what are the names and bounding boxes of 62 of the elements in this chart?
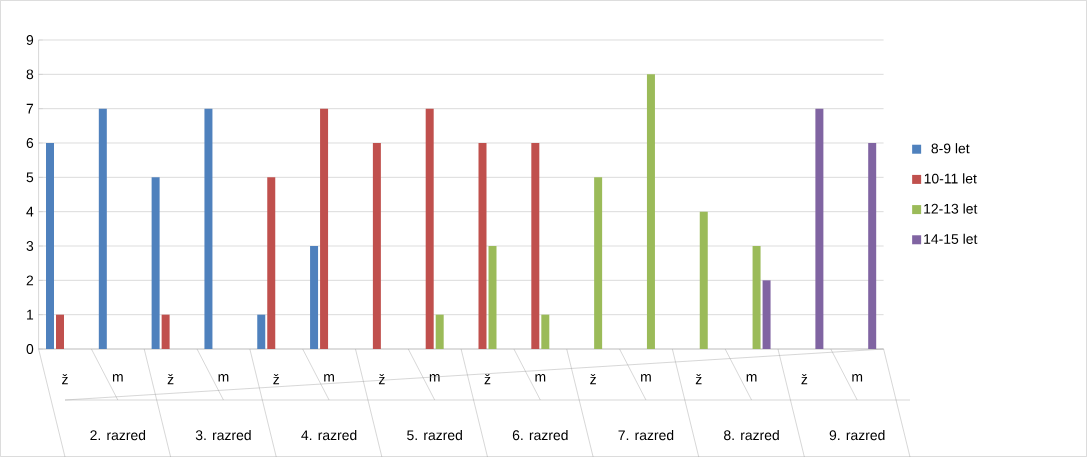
bar xyxy=(151,177,160,349)
bar xyxy=(435,314,444,349)
bar xyxy=(372,143,381,349)
legend-label: 8-9 let xyxy=(931,143,970,154)
x-tick-label: m xyxy=(852,374,863,382)
x-tick-label: ž xyxy=(695,374,702,385)
text: 6. razred xyxy=(512,429,568,441)
bar xyxy=(868,143,877,349)
y-tick-label: 7 xyxy=(26,103,34,114)
text: 3. razred xyxy=(195,429,251,441)
x-tick-label: ž xyxy=(167,374,174,385)
text: 7. razred xyxy=(618,429,674,441)
text: 8. razred xyxy=(724,429,779,441)
bar xyxy=(267,177,276,349)
x-tick-label: m xyxy=(641,374,651,382)
bar xyxy=(699,211,708,349)
x-tick-label: m xyxy=(112,374,123,382)
x-tick-label: ž xyxy=(801,374,808,385)
bar xyxy=(310,246,319,349)
bar xyxy=(320,108,329,349)
bar xyxy=(204,108,213,349)
x-tick-label: m xyxy=(218,374,229,382)
x-tick-label: ž xyxy=(62,374,68,385)
bar xyxy=(425,108,434,349)
y-tick-label: 2 xyxy=(26,275,34,286)
bar xyxy=(815,108,824,349)
text: 5. razred xyxy=(407,429,462,441)
bar xyxy=(752,246,761,349)
x-tick-label: m xyxy=(746,374,757,382)
bar xyxy=(46,143,54,349)
bar xyxy=(56,314,64,349)
y-tick-label: 4 xyxy=(26,206,34,217)
bar xyxy=(646,74,655,349)
bar xyxy=(541,314,550,349)
text: 9. razred xyxy=(829,429,885,441)
y-tick-label: 1 xyxy=(27,309,34,320)
text: 2. razred xyxy=(90,429,146,441)
legend-label: 12-13 let xyxy=(924,203,978,214)
y-tick-label: 9 xyxy=(26,35,34,45)
y-tick-label: 3 xyxy=(26,241,34,251)
y-tick-label: 8 xyxy=(26,69,34,80)
bar xyxy=(594,177,603,349)
bar xyxy=(478,143,487,349)
bar xyxy=(531,143,540,349)
legend-label: 14-15 let xyxy=(924,233,978,244)
legend-label: 10-11 let xyxy=(924,173,977,184)
x-tick-label: ž xyxy=(590,374,596,385)
bar xyxy=(762,280,771,349)
bar xyxy=(488,246,497,349)
x-tick-label: ž xyxy=(484,374,491,385)
bar xyxy=(161,314,170,349)
x-tick-label: m xyxy=(429,374,440,382)
y-tick-label: 6 xyxy=(26,138,34,148)
y-tick-label: 0 xyxy=(26,344,34,354)
bar xyxy=(257,314,266,349)
x-tick-label: ž xyxy=(273,374,280,385)
x-tick-label: m xyxy=(324,374,334,382)
x-tick-label: m xyxy=(535,374,546,382)
text: 4. razred xyxy=(301,429,357,441)
bar xyxy=(98,108,107,349)
y-tick-label: 5 xyxy=(26,172,34,183)
x-tick-label: ž xyxy=(378,374,385,385)
